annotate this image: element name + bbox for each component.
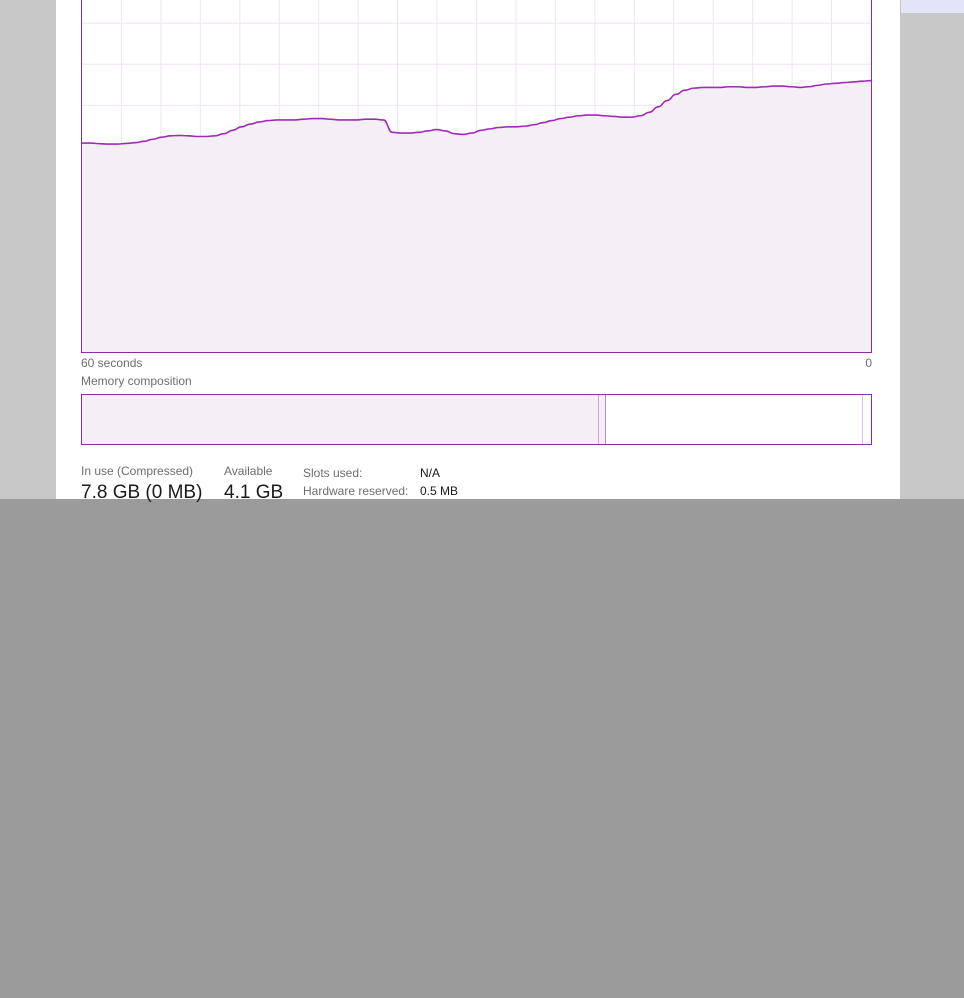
memory-usage-graph[interactable] bbox=[81, 0, 872, 353]
selection-highlight-band bbox=[901, 0, 964, 13]
memory-usage-area bbox=[82, 80, 871, 352]
stat-available-value: 4.1 GB bbox=[224, 482, 284, 503]
memory-composition-title: Memory composition bbox=[81, 374, 192, 388]
stat-slots-used-value: N/A bbox=[420, 466, 441, 480]
stat-slots-group: Slots used: N/A Hardware reserved: 0.5 M… bbox=[303, 464, 458, 500]
stat-in-use-label: In use (Compressed) bbox=[81, 464, 194, 478]
stat-in-use-value: 7.8 GB (0 MB) bbox=[81, 482, 203, 503]
stat-slots-used-label: Slots used: bbox=[303, 466, 363, 480]
right-pane-divider bbox=[0, 499, 964, 998]
memory-usage-graph-svg bbox=[82, 0, 871, 352]
stat-available-label: Available bbox=[224, 464, 273, 478]
graph-axis-left-label: 60 seconds bbox=[81, 356, 143, 370]
memory-usage-line bbox=[82, 79, 871, 145]
stat-hardware-reserved-row: Hardware reserved: 0.5 MB bbox=[303, 482, 458, 500]
graph-axis-right-label: 0 bbox=[865, 356, 872, 370]
stat-in-use: In use (Compressed) 7.8 GB (0 MB) bbox=[81, 464, 202, 504]
memory-statistics: In use (Compressed) 7.8 GB (0 MB) Availa… bbox=[81, 464, 881, 504]
stat-slots-used-row: Slots used: N/A bbox=[303, 464, 458, 482]
stat-hardware-reserved-label: Hardware reserved: bbox=[303, 484, 409, 498]
composition-segment-standby[interactable] bbox=[605, 395, 864, 444]
composition-segment-free[interactable] bbox=[863, 395, 871, 444]
memory-performance-panel: 60 seconds 0 Memory composition In use (… bbox=[56, 0, 900, 503]
memory-composition-bar[interactable] bbox=[81, 394, 872, 445]
stat-available: Available 4.1 GB bbox=[224, 464, 283, 504]
composition-segment-in-use[interactable] bbox=[82, 395, 599, 444]
composition-segment-modified[interactable] bbox=[598, 395, 606, 444]
stat-hardware-reserved-value: 0.5 MB bbox=[420, 484, 459, 498]
